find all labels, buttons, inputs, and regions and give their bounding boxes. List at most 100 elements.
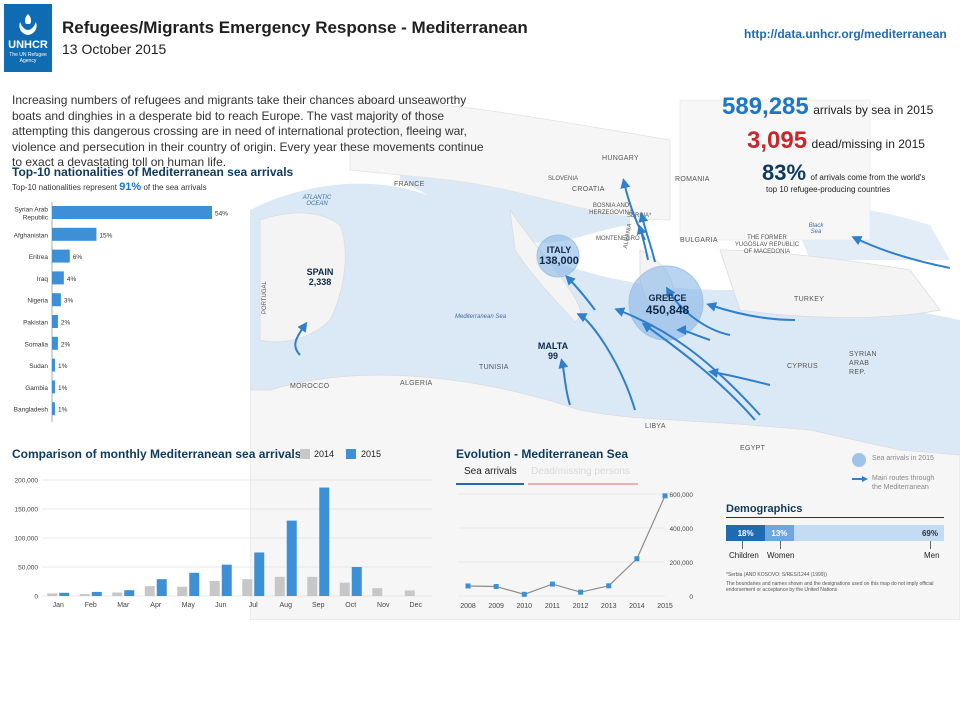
children-label: Children <box>729 551 759 560</box>
men-label: Men <box>924 551 940 560</box>
migration-routes <box>294 178 951 421</box>
monthly-y-tick: 150,000 <box>15 507 39 514</box>
label-morocco: MOROCCO <box>290 383 330 390</box>
bar-2015 <box>319 487 330 596</box>
legend-route-label: Main routes through the Mediterranean <box>872 474 934 492</box>
women-tick <box>780 541 781 549</box>
nationality-value-label: 15% <box>99 232 112 239</box>
site-link[interactable]: http://data.unhcr.org/mediterranean <box>744 27 947 41</box>
monthly-x-tick: Oct <box>345 602 356 609</box>
evolution-point <box>521 591 527 597</box>
label-slovenia: SLOVENIA <box>548 176 579 182</box>
bar-2015 <box>124 590 135 596</box>
monthly-title: Comparison of monthly Mediterranean sea … <box>12 447 302 461</box>
legend-route-label-a: Main routes through <box>872 475 935 482</box>
evolution-x-tick: 2013 <box>601 603 617 610</box>
legend-circle-icon <box>852 453 866 467</box>
nationality-value-label: 1% <box>58 363 68 370</box>
nationality-bar <box>52 336 58 350</box>
evolution-y-tick: 400,000 <box>670 526 694 533</box>
monthly-x-tick: Jun <box>215 602 226 609</box>
evolution-y-tick: 200,000 <box>670 560 694 567</box>
malta-label: MALTA <box>537 341 569 351</box>
bar-2014 <box>79 593 90 596</box>
malta-value: 99 <box>547 351 558 361</box>
evolution-point <box>549 581 555 587</box>
tab-sea-arrivals[interactable]: Sea arrivals <box>464 466 517 477</box>
label-hungary: HUNGARY <box>602 155 639 162</box>
monthly-x-tick: Sep <box>312 602 325 609</box>
monthly-x-tick: Dec <box>410 602 423 609</box>
demographics-title: Demographics <box>726 503 803 515</box>
label-syria: SYRIAN ARAB REP. <box>849 351 877 376</box>
bar-2015 <box>59 592 70 596</box>
label-egypt: EGYPT <box>740 445 766 452</box>
nationality-label: Sudan <box>29 363 48 370</box>
unhcr-emblem-icon <box>19 14 37 35</box>
italy-arrivals: ITALY 138,000 <box>524 245 594 267</box>
bar-2015 <box>189 572 200 596</box>
women-label: Women <box>767 551 795 560</box>
spain-label: SPAIN <box>306 267 334 277</box>
tab-dead-missing[interactable]: Dead/missing persons <box>531 466 630 477</box>
evolution-title: Evolution - Mediterranean Sea <box>456 447 629 461</box>
logo-subtitle: The UN Refugee Agency <box>9 52 47 64</box>
evolution-y-tick: 0 <box>689 594 693 601</box>
evolution-point <box>578 589 584 595</box>
nationality-value-label: 4% <box>67 276 77 283</box>
label-mediterranean: Mediterranean Sea <box>455 314 507 320</box>
bar-2015 <box>286 520 297 596</box>
nationality-value-label: 3% <box>64 298 74 305</box>
italy-value: 138,000 <box>539 255 579 267</box>
label-libya: LIBYA <box>645 423 666 430</box>
evolution-point <box>662 493 668 499</box>
nationality-label: Somalia <box>25 341 49 348</box>
nationality-label: Iraq <box>37 276 49 283</box>
monthly-x-tick: Nov <box>377 602 390 609</box>
dead-stat: 3,095 dead/missing in 2015 <box>747 127 925 155</box>
nationalities-subtitle-b: of the sea arrivals <box>143 183 207 192</box>
bar-2014 <box>112 592 123 596</box>
bar-2014 <box>339 582 350 596</box>
nationality-bar <box>52 293 61 307</box>
nationality-label: Gambia <box>25 385 48 392</box>
nationality-label: Nigeria <box>27 298 48 305</box>
nationalities-subtitle: Top-10 nationalities represent 91% of th… <box>12 181 207 193</box>
monthly-x-tick: Mar <box>117 602 130 609</box>
evolution-chart: 0 200,000 400,000 600,000 2008 2009 2010 2011 20… <box>458 492 694 610</box>
evolution-x-tick: 2014 <box>629 603 645 610</box>
spain-arrivals: SPAIN 2,338 <box>290 267 350 287</box>
women-pct: 13% <box>771 528 788 538</box>
monthly-x-tick: Jul <box>249 602 258 609</box>
legend-circle-label: Sea arrivals in 2015 <box>872 455 934 462</box>
arrivals-text: arrivals by sea in 2015 <box>813 103 934 117</box>
monthly-y-tick: 100,000 <box>15 536 39 543</box>
evolution-x-tick: 2011 <box>545 603 560 610</box>
evolution-point <box>465 583 471 589</box>
bar-2014 <box>144 586 155 596</box>
label-atlantic: ATLANTIC OCEAN <box>302 195 332 207</box>
bar-2015 <box>254 552 265 596</box>
nationality-value-label: 1% <box>58 407 68 414</box>
legend-2015-swatch <box>346 449 356 459</box>
greece-value: 450,848 <box>645 303 690 317</box>
demographics-rule <box>726 517 944 518</box>
children-pct: 18% <box>737 528 754 538</box>
page-title: Refugees/Migrants Emergency Response - M… <box>62 18 528 37</box>
evolution-x-tick: 2015 <box>657 603 673 610</box>
nationality-label: Afghanistan <box>14 232 49 239</box>
monthly-y-tick: 0 <box>34 594 38 601</box>
label-bosnia: BOSNIA AND HERZEGOVINA <box>589 203 633 216</box>
men-segment: 69% <box>793 525 944 541</box>
nationality-bar <box>52 315 58 328</box>
men-pct: 69% <box>921 528 938 538</box>
legend-route-label-b: the Mediterranean <box>872 484 929 491</box>
evolution-x-tick: 2009 <box>488 603 504 610</box>
nationality-label: Eritrea <box>29 254 49 261</box>
nationality-value-label: 54% <box>215 211 228 218</box>
monthly-x-tick: Feb <box>85 602 97 609</box>
legend-route-icon <box>852 476 868 482</box>
bar-2014 <box>242 579 253 596</box>
legend-2014-label: 2014 <box>314 449 335 459</box>
nationality-bar <box>52 271 64 285</box>
